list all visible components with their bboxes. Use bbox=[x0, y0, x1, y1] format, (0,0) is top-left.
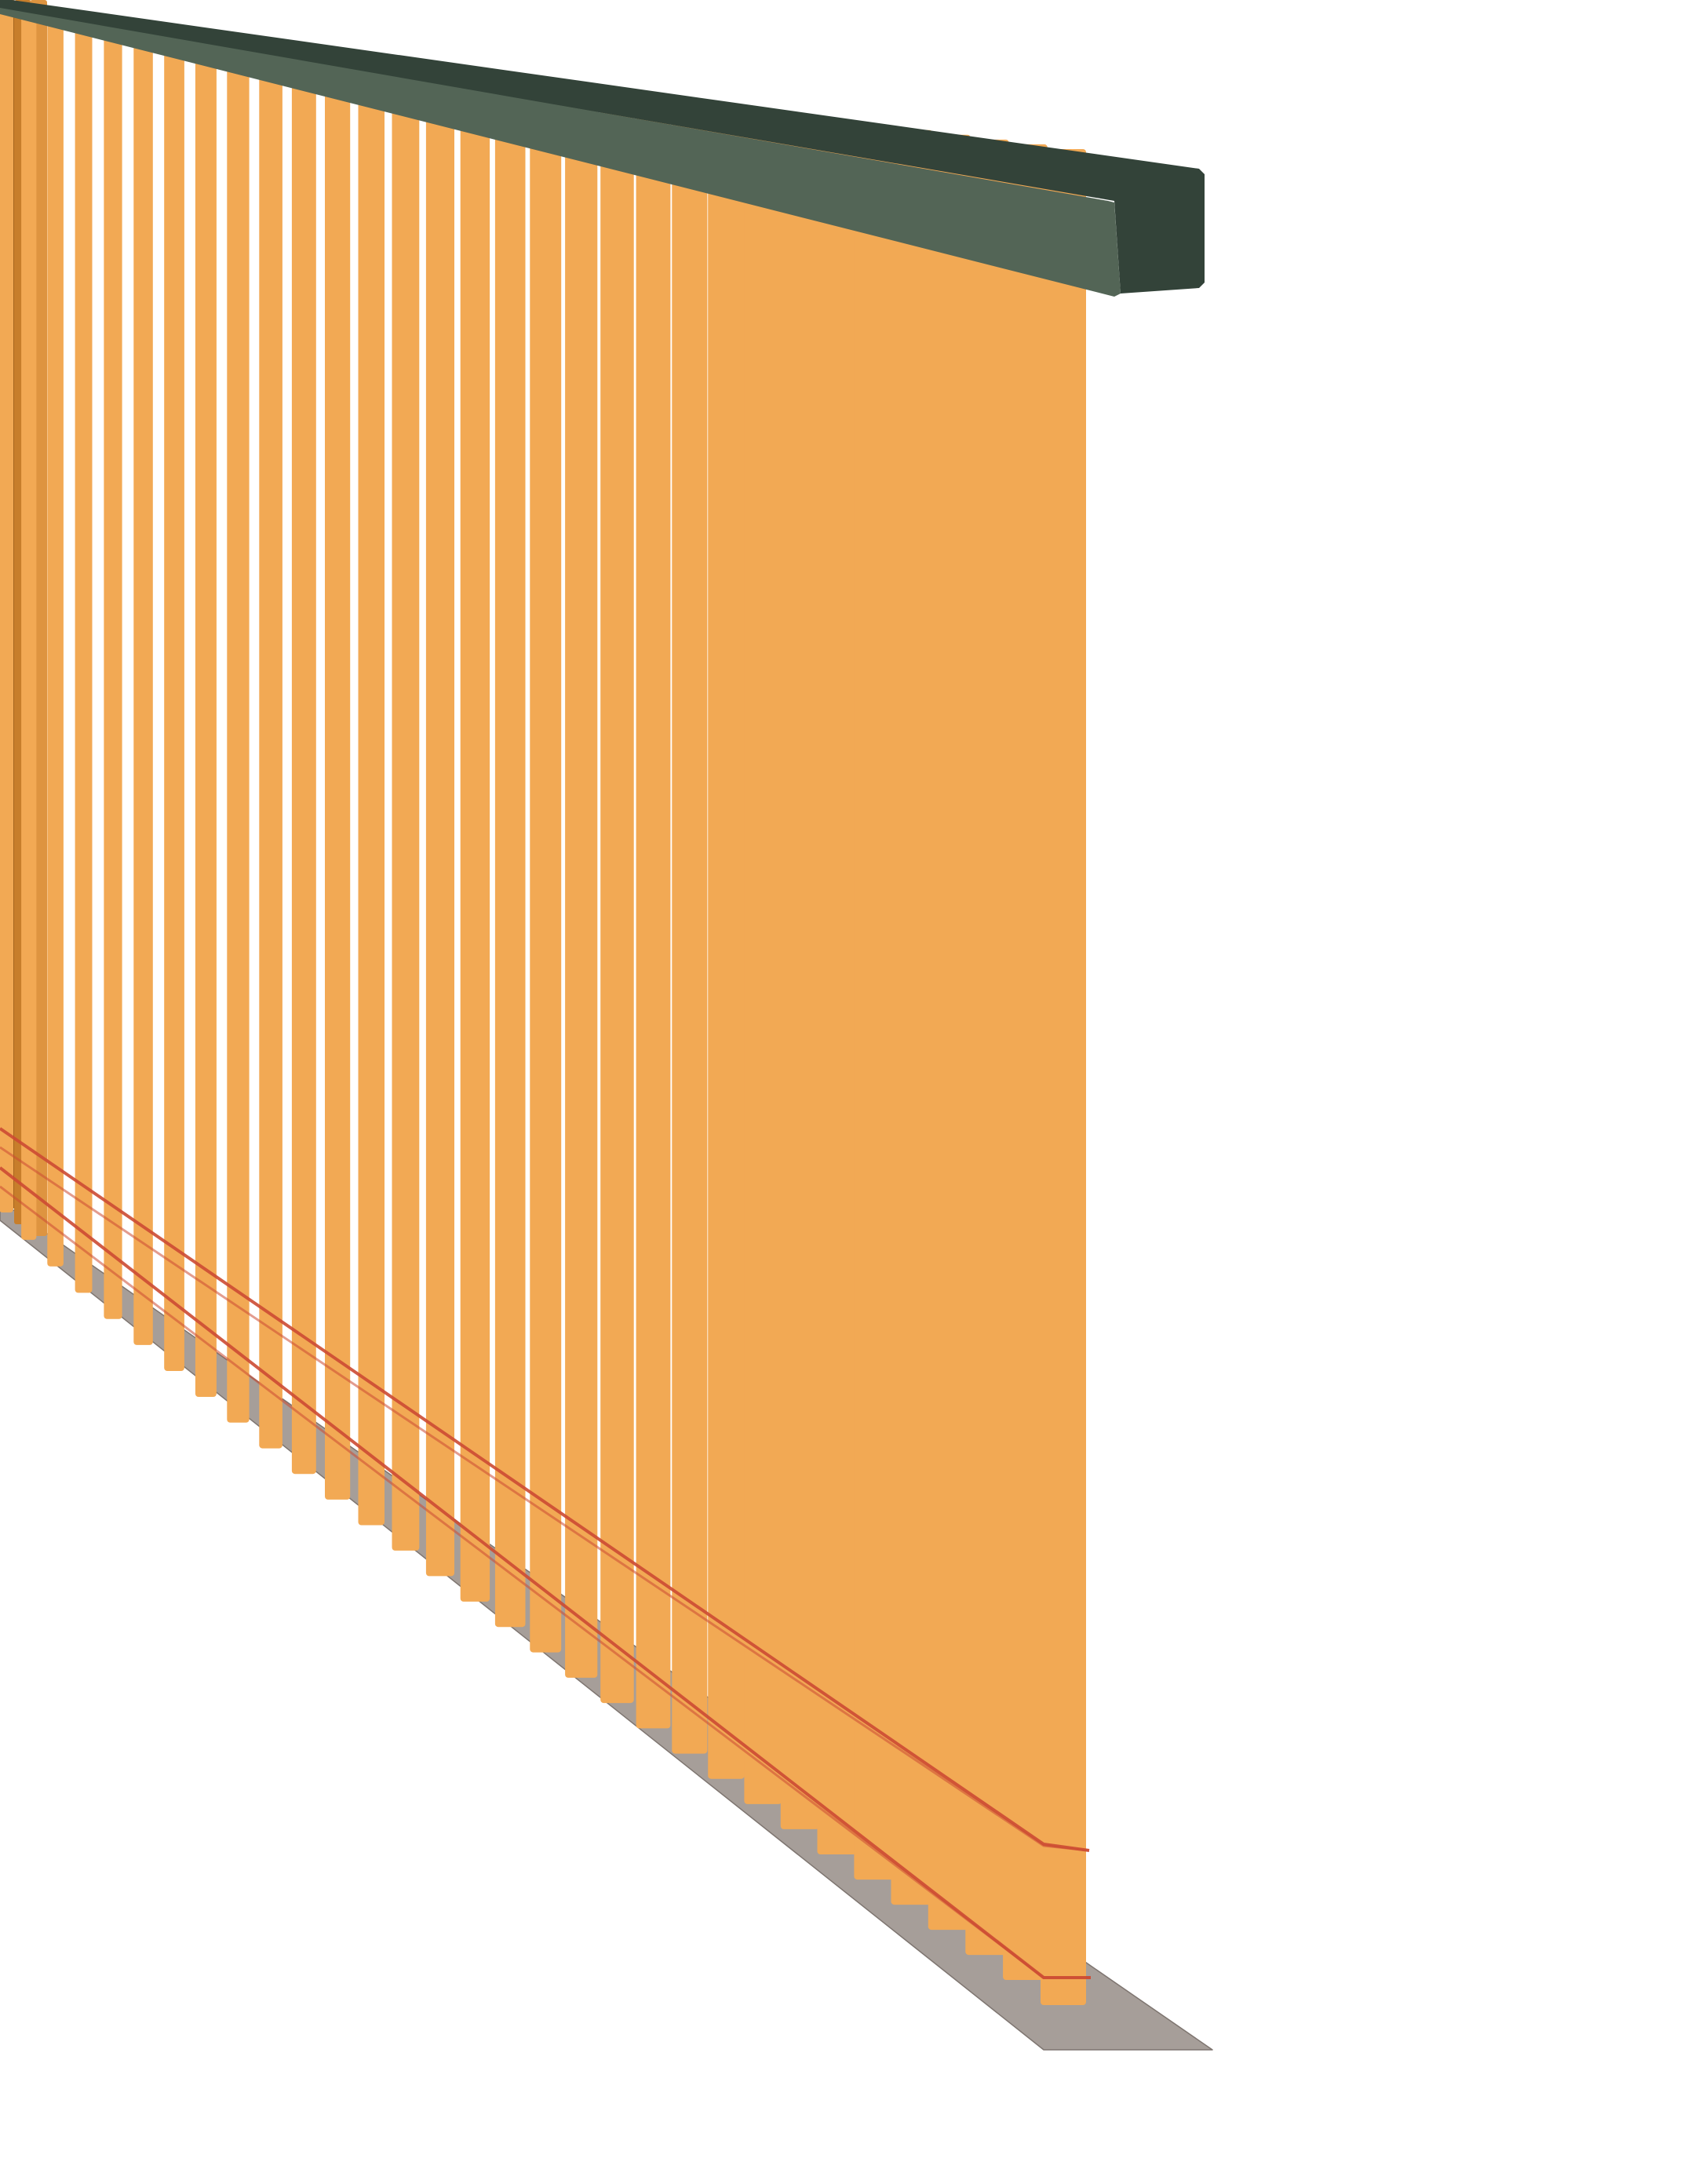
floor-shadow bbox=[0, 1200, 1213, 2051]
pull-cords bbox=[0, 1127, 1091, 1979]
blind-slat bbox=[460, 73, 490, 1602]
headrail bbox=[0, 0, 1205, 297]
headrail-front bbox=[0, 8, 1121, 297]
blind-slat bbox=[708, 106, 745, 1779]
blind-slat bbox=[928, 134, 971, 1931]
blind-slat bbox=[494, 78, 526, 1628]
blind-slats bbox=[0, 0, 1086, 2005]
blind-slat bbox=[565, 87, 598, 1678]
blind-slat bbox=[291, 49, 316, 1475]
pull-cord bbox=[0, 1185, 1091, 1979]
blind-slat bbox=[636, 97, 671, 1729]
blind-slat bbox=[75, 16, 93, 1293]
blind-slat bbox=[358, 58, 385, 1526]
blind-slat bbox=[325, 53, 351, 1500]
blind-slat bbox=[195, 35, 217, 1397]
blind-slat bbox=[1041, 149, 1086, 2005]
blind-slat bbox=[780, 115, 819, 1829]
blind-slat bbox=[47, 11, 64, 1267]
pull-cord bbox=[0, 1146, 1090, 1852]
blind-slat bbox=[744, 111, 782, 1804]
shadow-shape bbox=[0, 1200, 1213, 2051]
blind-slat bbox=[227, 39, 250, 1423]
blind-slat bbox=[133, 25, 153, 1345]
blind-slat bbox=[392, 63, 420, 1551]
blind-slat bbox=[817, 120, 857, 1854]
blind-slat bbox=[530, 82, 562, 1653]
blind-slat bbox=[1003, 144, 1048, 1981]
blind-slat bbox=[600, 92, 634, 1704]
blind-slat bbox=[965, 139, 1009, 1956]
blind-slat bbox=[104, 20, 122, 1319]
blind-slat bbox=[425, 67, 454, 1577]
blind-slat bbox=[259, 44, 282, 1449]
blind-slat bbox=[854, 125, 895, 1880]
blind-slat bbox=[21, 6, 37, 1240]
blind-slat bbox=[164, 30, 184, 1371]
blind-slat bbox=[672, 101, 708, 1754]
blind-slat bbox=[0, 2, 13, 1212]
blind-slat bbox=[891, 129, 933, 1905]
